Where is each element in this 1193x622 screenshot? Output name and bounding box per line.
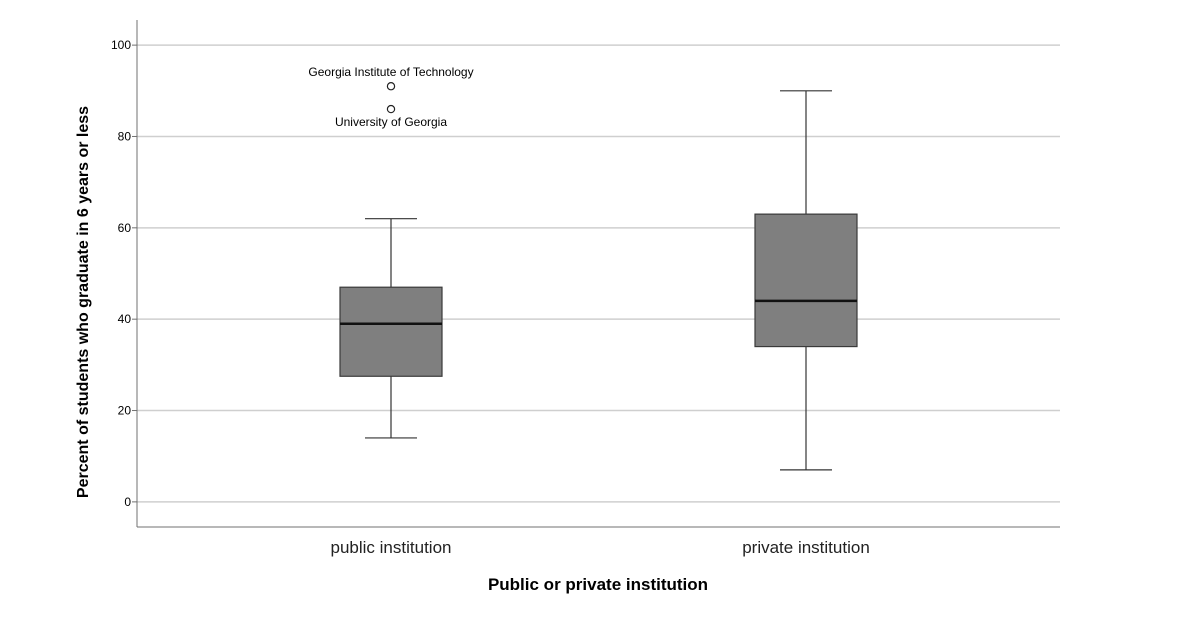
y-tick-labels: 0 20 40 60 80 100 xyxy=(111,38,137,509)
y-tick-label: 100 xyxy=(111,38,131,52)
iqr-box xyxy=(754,213,858,348)
box-group: Georgia Institute of Technology Universit… xyxy=(308,65,474,439)
y-tick-label: 60 xyxy=(118,221,132,235)
outlier-point xyxy=(386,82,396,91)
y-axis-title: Percent of students who graduate in 6 ye… xyxy=(75,106,92,498)
y-tick-label: 0 xyxy=(124,495,131,509)
gridlines xyxy=(137,44,1060,503)
x-tick-labels: public institution private institution xyxy=(331,538,870,557)
x-tick-label: public institution xyxy=(331,538,452,557)
y-tick-label: 80 xyxy=(118,129,132,143)
boxes: Georgia Institute of Technology Universit… xyxy=(308,65,858,471)
x-tick-label: private institution xyxy=(742,538,870,557)
y-tick-label: 40 xyxy=(118,312,132,326)
outlier-label: Georgia Institute of Technology xyxy=(308,65,473,79)
outlier-point xyxy=(386,104,396,114)
iqr-box xyxy=(339,286,443,377)
y-tick-label: 20 xyxy=(118,404,132,418)
outlier-label: University of Georgia xyxy=(335,115,447,129)
x-axis-title: Public or private institution xyxy=(488,575,708,594)
box-group xyxy=(754,90,858,471)
axes xyxy=(136,20,1060,528)
